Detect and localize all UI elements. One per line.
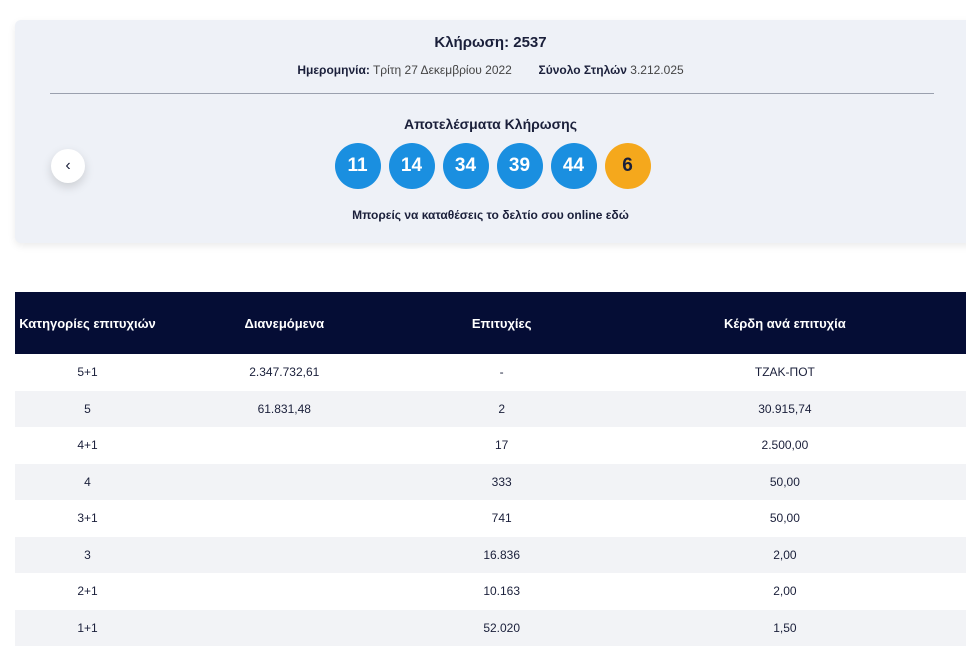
- cell-winners: 10.163: [483, 584, 521, 599]
- cell-winners: 333: [408, 463, 595, 500]
- table-row: 1+1 52.020 1,50: [15, 609, 966, 646]
- cell-prize: 2,00: [773, 584, 797, 599]
- table-row: 4 333 50,00: [15, 463, 966, 500]
- ball: 34: [442, 143, 489, 189]
- table-row: 3+1 741 50,00: [15, 500, 966, 537]
- online-note: Μπορείς να καταθέσεις το δελτίο σου onli…: [15, 208, 966, 222]
- column-header: Κατηγορίες επιτυχιών: [15, 292, 160, 354]
- note-link[interactable]: εδώ: [605, 208, 629, 222]
- cell-distributed: [160, 500, 409, 537]
- cell-distributed: 2.347.732,61: [249, 365, 320, 380]
- cell-winners: 16.836: [408, 536, 595, 573]
- cell-distributed: [160, 573, 409, 610]
- cell-prize: ΤΖΑΚ-ΠΟΤ: [754, 365, 815, 380]
- column-header: Επιτυχίες: [408, 292, 595, 354]
- total-value: 3.212.025: [630, 63, 684, 77]
- ball: 44: [550, 143, 597, 189]
- table-row: 4+1 17 2.500,00: [15, 427, 966, 464]
- total-label: Σύνολο Στηλών: [538, 63, 627, 77]
- cell-winners: 2: [408, 390, 595, 427]
- cell-category: 5+1: [77, 365, 98, 380]
- ball: 39: [496, 143, 543, 189]
- table-row: 2+1 10.163 2,00: [15, 573, 966, 610]
- cell-category: 4+1: [77, 438, 98, 453]
- draw-title: Κλήρωση: 2537: [434, 34, 547, 51]
- draw-info: Ημερομηνία: Τρίτη 27 Δεκεμβρίου 2022 Σύν…: [15, 63, 966, 77]
- cell-winners: 17: [494, 438, 509, 453]
- cell-prize: 50,00: [769, 511, 800, 526]
- note-text: Μπορείς να καταθέσεις το δελτίο σου onli…: [352, 208, 603, 222]
- column-header: Κέρδη ανά επιτυχία: [594, 292, 966, 354]
- cell-distributed: [160, 536, 409, 573]
- cell-prize: 30.915,74: [594, 390, 966, 427]
- cell-prize: 2,00: [594, 536, 966, 573]
- cell-distributed: [160, 463, 409, 500]
- cell-category: 3+1: [77, 511, 98, 526]
- column-header: Διανεμόμενα: [160, 292, 409, 354]
- cell-category: 2+1: [77, 584, 98, 599]
- ball: 14: [388, 143, 435, 189]
- prev-button[interactable]: ‹: [51, 149, 85, 183]
- cell-winners: -: [499, 365, 504, 380]
- cell-category: 4: [15, 463, 160, 500]
- date-value: Τρίτη 27 Δεκεμβρίου 2022: [372, 63, 512, 77]
- cell-distributed: [160, 427, 409, 464]
- table-row: 3 16.836 2,00: [15, 536, 966, 573]
- cell-distributed: [160, 609, 409, 646]
- cell-category: 5: [15, 390, 160, 427]
- results-table: Κατηγορίες επιτυχιών Διανεμόμενα Επιτυχίες…: [15, 292, 966, 646]
- cell-winners: 741: [491, 511, 512, 526]
- results-title: Αποτελέσματα Κλήρωσης: [403, 116, 578, 132]
- cell-prize: 2.500,00: [761, 438, 809, 453]
- cell-winners: 52.020: [408, 609, 595, 646]
- cell-distributed: 61.831,48: [160, 390, 409, 427]
- cell-prize: 1,50: [594, 609, 966, 646]
- table-row: 5+1 2.347.732,61 - ΤΖΑΚ-ΠΟΤ: [15, 354, 966, 391]
- cell-category: 1+1: [15, 609, 160, 646]
- joker-ball: 6: [604, 143, 651, 189]
- cell-category: 3: [15, 536, 160, 573]
- cell-prize: 50,00: [594, 463, 966, 500]
- date-label: Ημερομηνία:: [297, 63, 370, 77]
- divider: [50, 93, 934, 94]
- draw-card: Κλήρωση: 2537 Ημερομηνία: Τρίτη 27 Δεκεμ…: [15, 20, 966, 243]
- balls: 11 14 34 39 44 6: [15, 143, 966, 189]
- ball: 11: [334, 143, 381, 189]
- table-row: 5 61.831,48 2 30.915,74: [15, 390, 966, 427]
